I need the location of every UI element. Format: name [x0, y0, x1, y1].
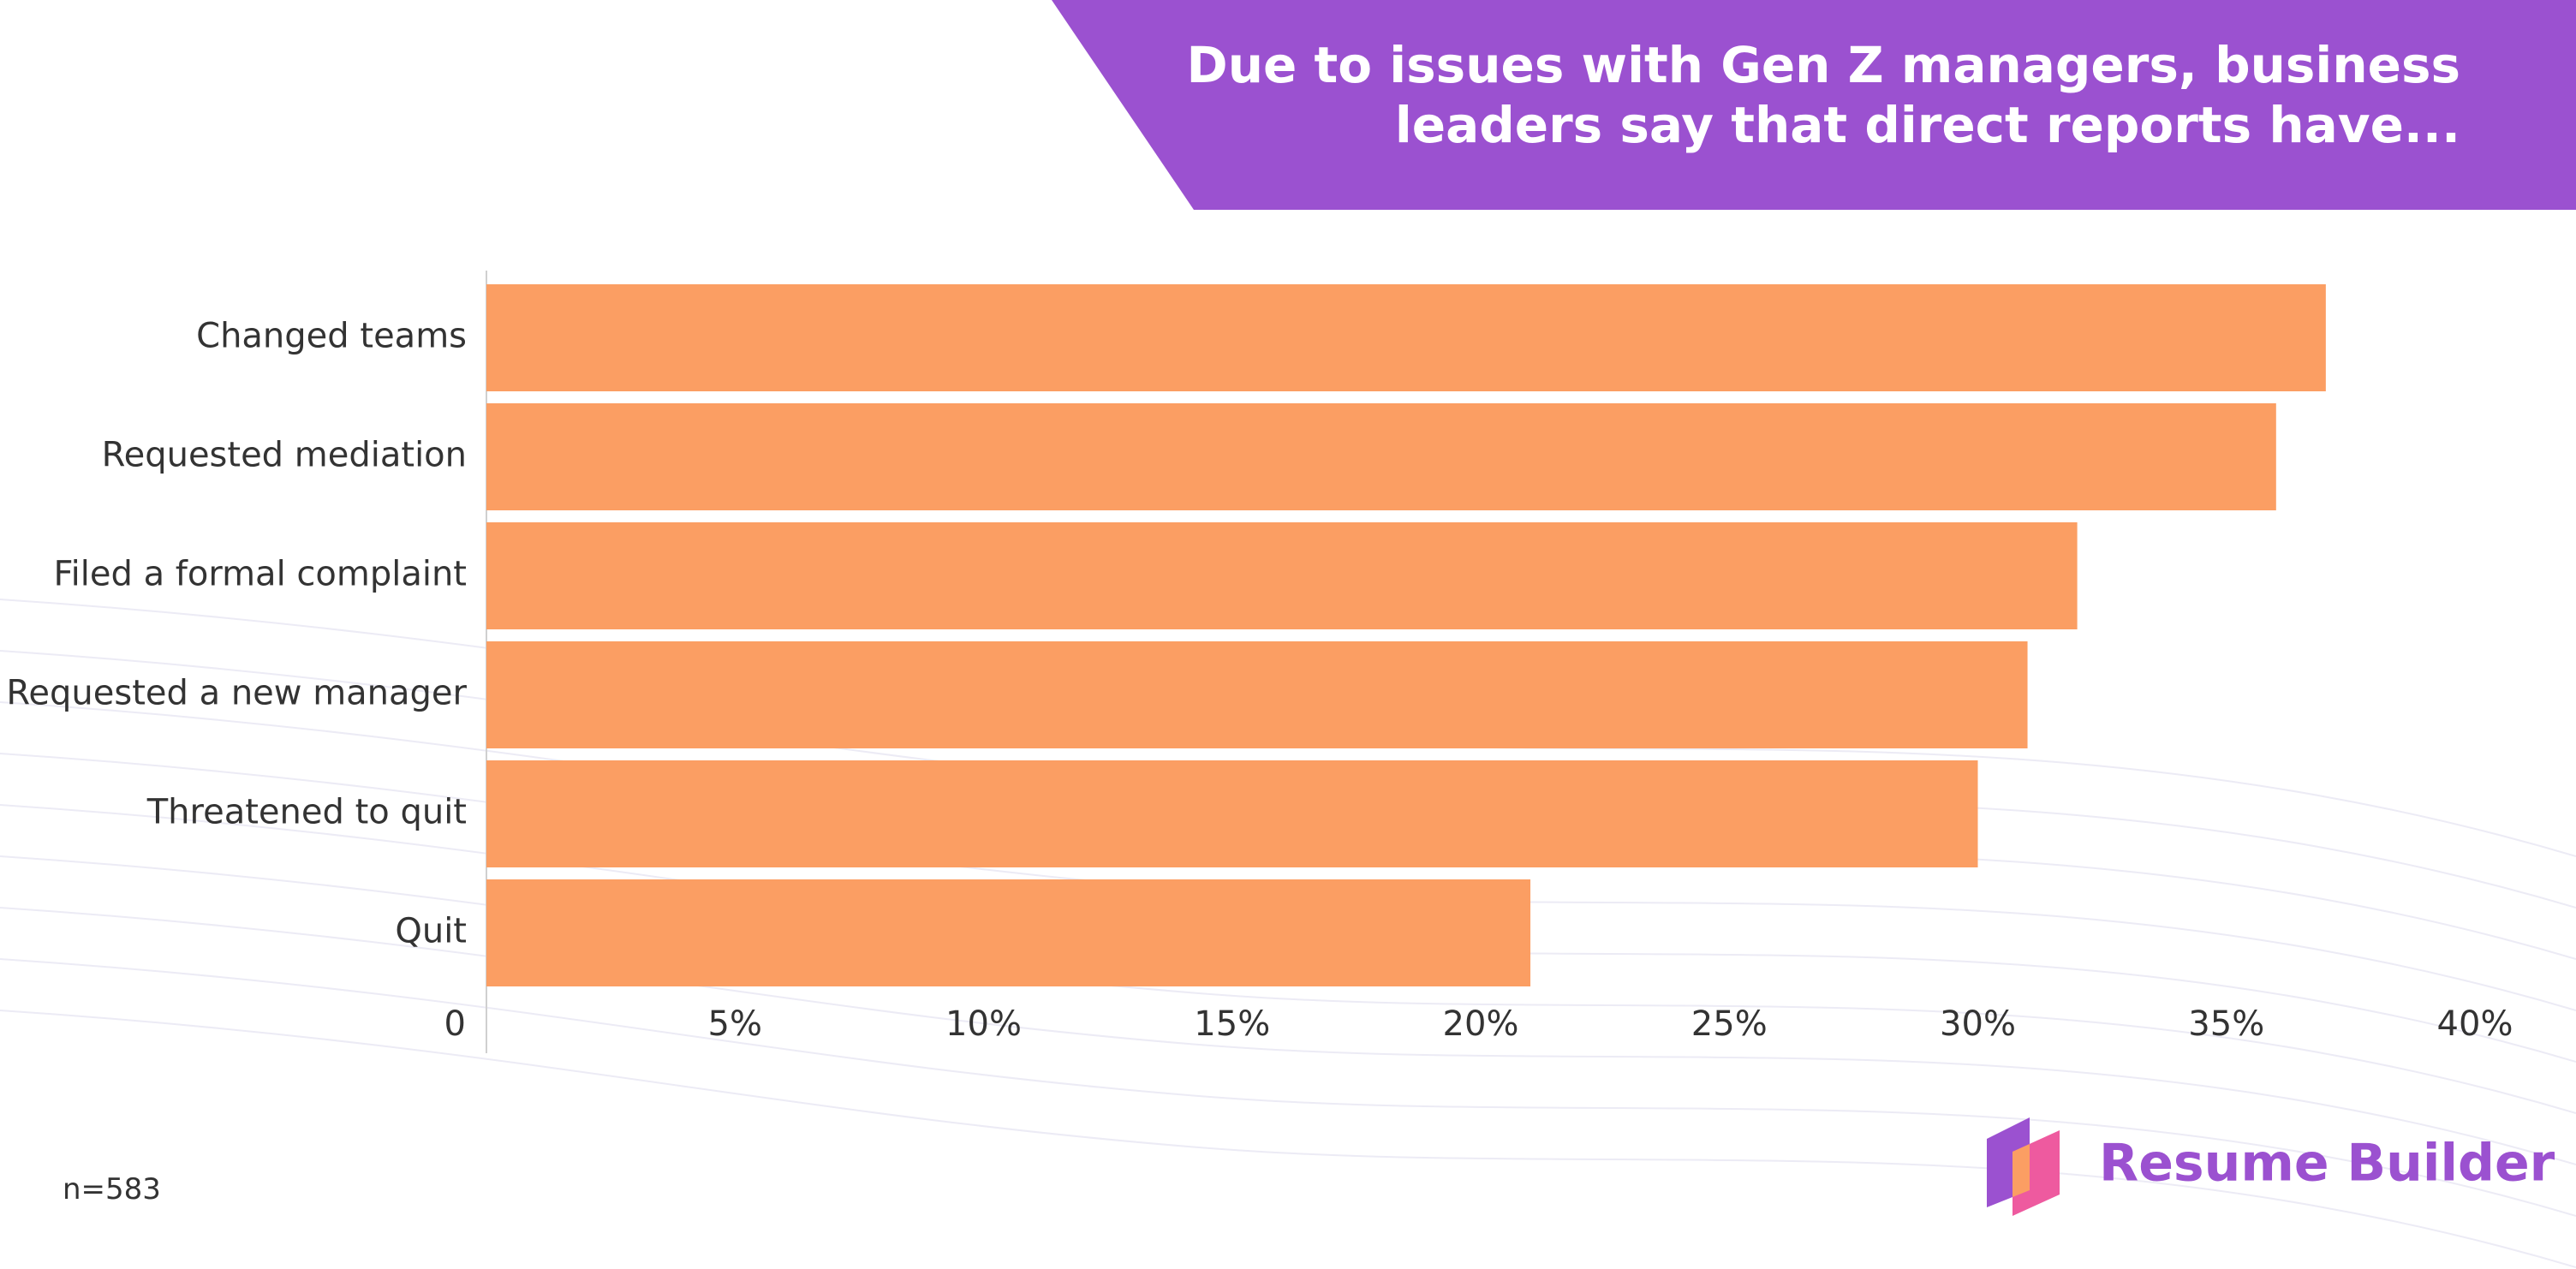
x-tick-label: 25% [1691, 1004, 1768, 1044]
bar [486, 522, 2078, 629]
x-tick-label: 35% [2188, 1004, 2264, 1044]
x-tick-label: 40% [2437, 1004, 2513, 1044]
y-tick-label: Quit [395, 912, 467, 951]
y-tick-label: Requested mediation [102, 436, 467, 475]
bar [486, 403, 2276, 510]
x-tick-label: 15% [1194, 1004, 1270, 1044]
footnote: n=583 [63, 1172, 161, 1206]
x-tick-label: 20% [1443, 1004, 1519, 1044]
x-tick-label: 30% [1940, 1004, 2016, 1044]
brand-name: Resume Builder [2099, 1134, 2555, 1194]
x-tick-label: 0 [444, 1004, 466, 1044]
y-tick-label: Changed teams [196, 317, 467, 356]
brand-logo [1987, 1117, 2060, 1216]
bar [486, 879, 1531, 986]
x-tick-label: 5% [708, 1004, 762, 1044]
chart-title: Due to issues with Gen Z managers, busin… [1187, 36, 2460, 94]
y-tick-label: Filed a formal complaint [54, 555, 467, 594]
chart-title: leaders say that direct reports have... [1395, 96, 2460, 154]
bar [486, 641, 2028, 748]
y-tick-label: Requested a new manager [6, 674, 467, 713]
title-banner [1052, 0, 2576, 210]
bar [486, 284, 2326, 391]
x-tick-label: 10% [945, 1004, 1022, 1044]
bar [486, 760, 1978, 867]
y-tick-label: Threatened to quit [146, 793, 467, 832]
